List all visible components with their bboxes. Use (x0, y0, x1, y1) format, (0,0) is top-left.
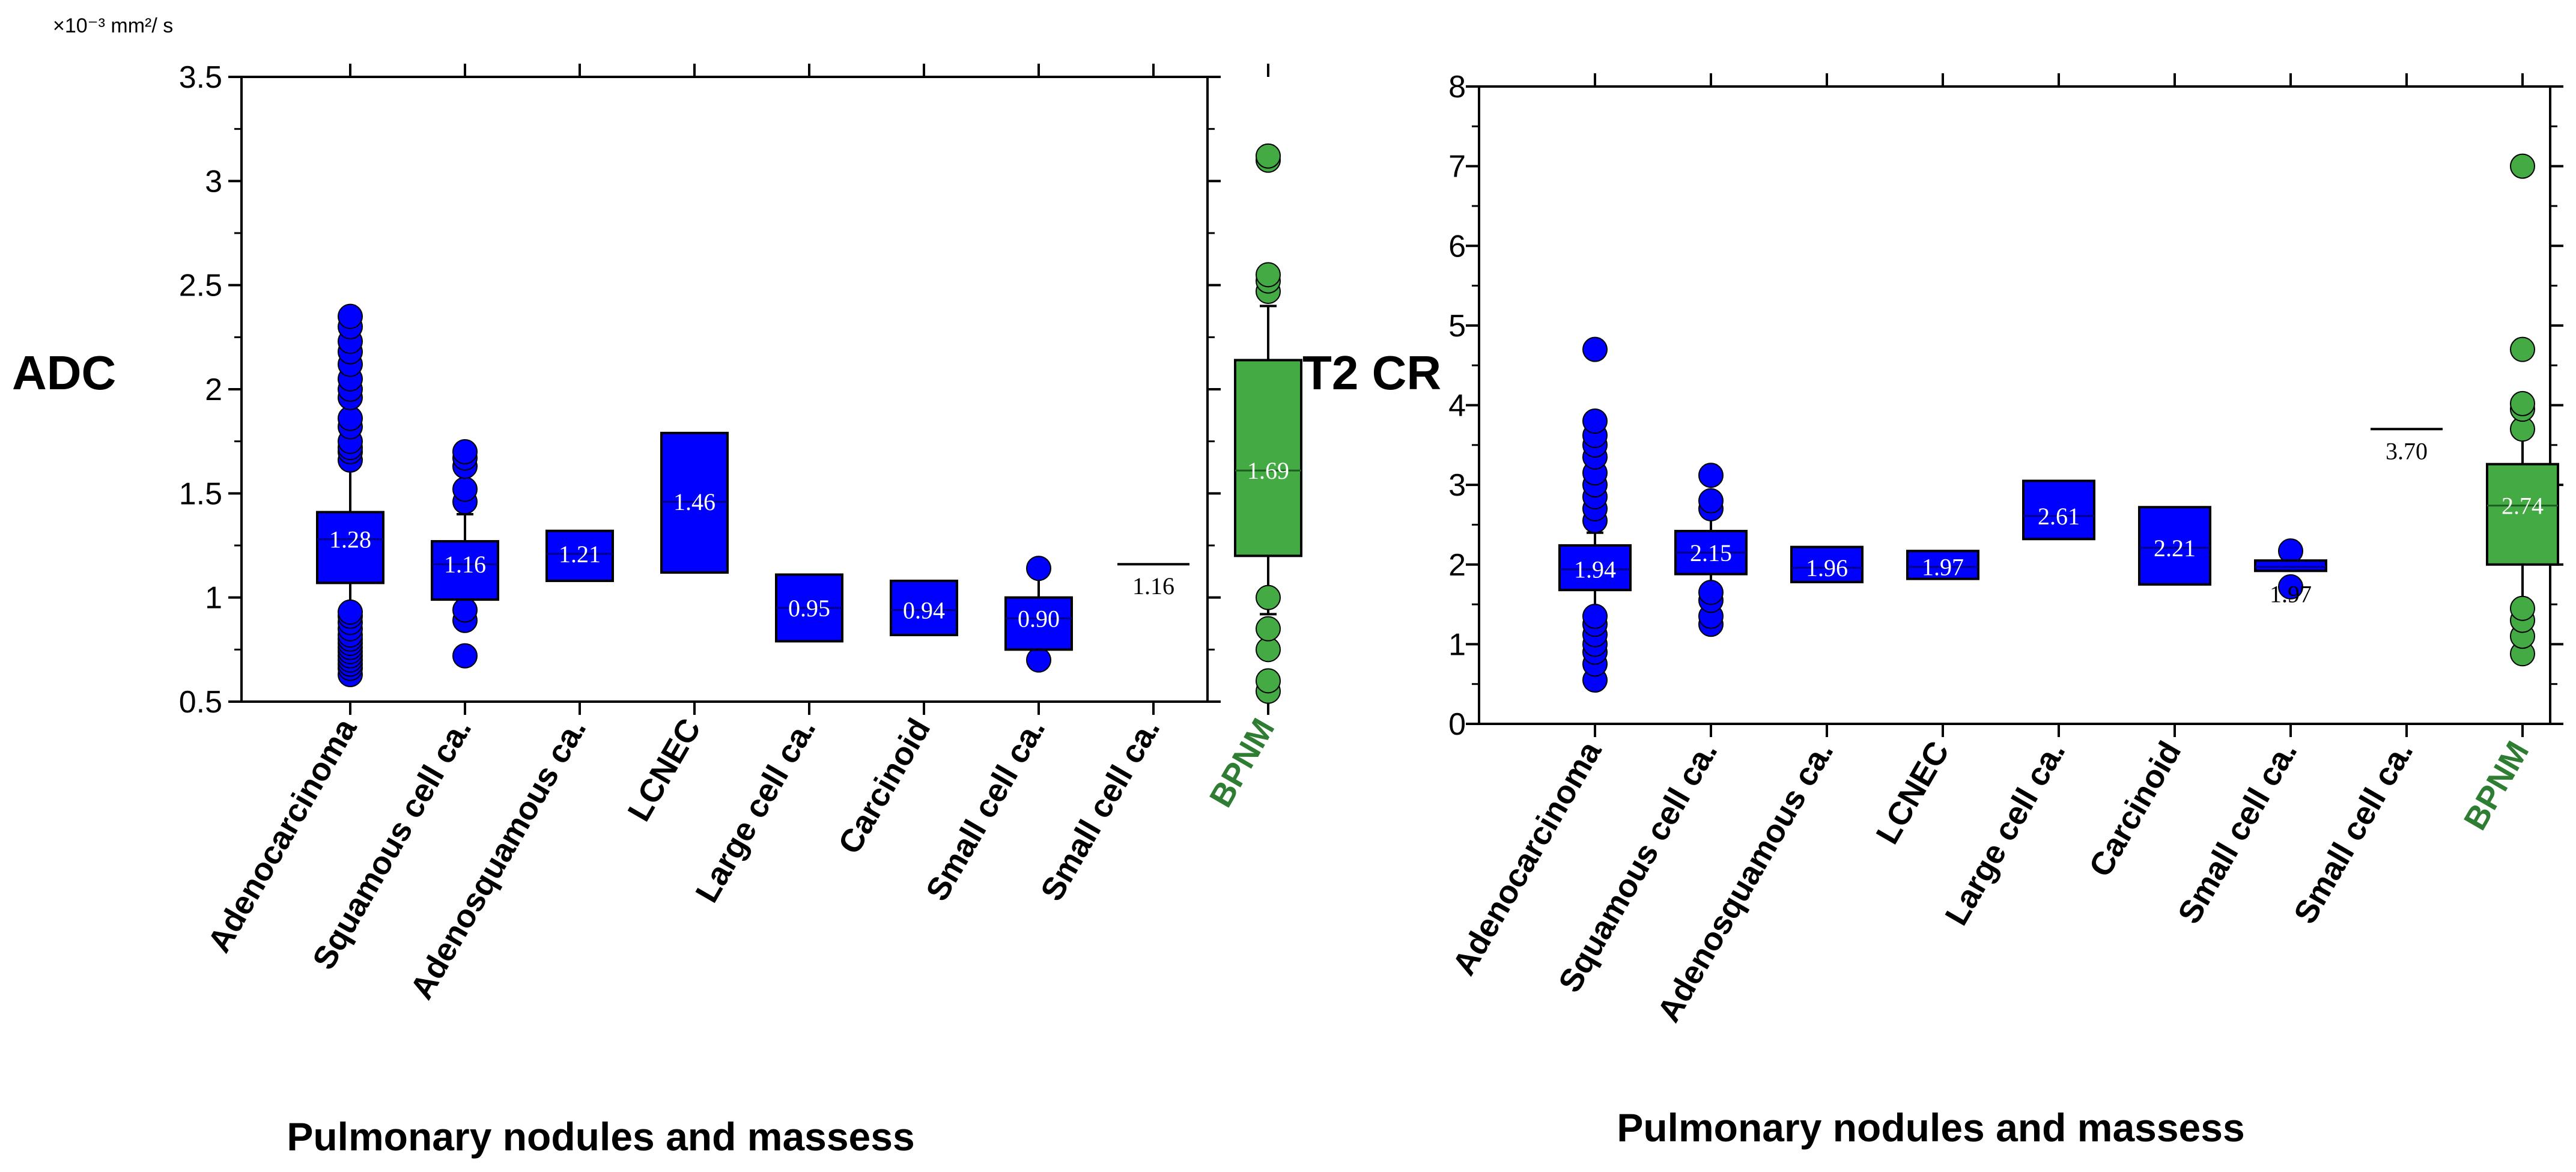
adc-box (1004, 596, 1073, 651)
t2cr-ytick-label: 8 (1448, 70, 1466, 105)
adc-category-label: Small cell ca. (1034, 712, 1167, 907)
adc-outlier-point (338, 303, 363, 329)
t2cr-box (2022, 479, 2095, 541)
t2cr-axis-title: T2 CR (1302, 346, 1441, 399)
t2cr-ytick-label: 5 (1448, 309, 1466, 344)
adc-outlier-point (452, 597, 478, 623)
adc-category-label: Carcinoid (831, 712, 937, 860)
adc-outlier-point (1256, 143, 1281, 169)
t2cr-outlier-point (1582, 603, 1608, 629)
t2cr-x-axis-title: Pulmonary nodules and massess (1617, 1105, 2244, 1150)
t2cr-median-label: 2.74 (2502, 493, 2544, 520)
t2cr-category-label: Small cell ca. (2287, 735, 2420, 930)
t2cr-median-label: 2.21 (2154, 535, 2196, 562)
adc-median-label: 1.69 (1247, 457, 1289, 484)
t2cr-outlier-point (2510, 336, 2535, 362)
t2cr-box (2254, 559, 2327, 572)
t2cr-ytick-label: 7 (1448, 150, 1466, 184)
t2cr-category-label: Carcinoid (2082, 735, 2188, 883)
adc-median-label: 0.94 (903, 597, 945, 624)
t2cr-median-label: 1.97 (1922, 554, 1964, 581)
adc-box (1234, 359, 1302, 557)
t2cr-box (1906, 550, 1979, 580)
adc-median-label: 0.90 (1018, 605, 1060, 632)
adc-median-label: 1.21 (559, 541, 601, 568)
adc-outlier-point (338, 599, 363, 625)
t2cr-median-label: 2.15 (1690, 539, 1732, 566)
t2cr-box (1558, 544, 1632, 592)
adc-category-label: Large cell ca. (688, 712, 822, 908)
adc-ytick-label: 3.5 (179, 60, 222, 95)
adc-category-label: BPNM (1203, 712, 1281, 813)
adc-outlier-point (1256, 616, 1281, 642)
t2cr-outlier-point (2278, 574, 2303, 600)
adc-median-label: 0.95 (788, 595, 830, 622)
adc-x-axis-title: Pulmonary nodules and massess (287, 1114, 914, 1159)
t2cr-median-label: 1.96 (1806, 554, 1848, 581)
adc-category-label: Small cell ca. (919, 712, 1053, 907)
t2cr-plot-frame (1478, 85, 2551, 725)
adc-box (660, 431, 729, 574)
t2cr-ytick-label: 1 (1448, 627, 1466, 662)
t2cr-category-label: Small cell ca. (2171, 735, 2304, 930)
adc-ytick-label: 0.5 (179, 685, 222, 720)
t2cr-ytick-label: 0 (1448, 707, 1466, 742)
t2cr-outlier-point (1698, 580, 1724, 606)
t2cr-outlier-point (1698, 488, 1724, 514)
adc-median-label: 1.28 (329, 526, 371, 553)
adc-box (431, 540, 499, 601)
adc-outlier-point (1026, 556, 1051, 581)
t2cr-outlier-point (1698, 463, 1724, 488)
adc-ytick-label: 2.5 (179, 269, 222, 303)
t2cr-outlier-point (2510, 595, 2535, 621)
t2cr-median-label: 1.97 (2270, 580, 2312, 607)
t2cr-box (2486, 463, 2559, 566)
adc-axis-title: ADC (12, 346, 116, 399)
adc-outlier-point (452, 476, 478, 502)
adc-box (316, 511, 384, 584)
t2cr-outlier-point (2510, 153, 2535, 179)
adc-outlier-point (452, 439, 478, 464)
t2cr-box (1790, 545, 1864, 583)
adc-box (545, 529, 614, 582)
t2cr-outlier-point (1582, 408, 1608, 434)
adc-ytick-label: 1.5 (179, 476, 222, 511)
adc-ytick-label: 1 (205, 581, 222, 616)
t2cr-category-label: LCNEC (1869, 735, 1956, 850)
adc-outlier-point (452, 643, 478, 669)
adc-outlier-point (1256, 668, 1281, 694)
t2cr-ytick-label: 4 (1448, 389, 1466, 424)
t2cr-category-label: Large cell ca. (1938, 735, 2072, 931)
adc-outlier-point (1256, 584, 1281, 610)
adc-median-label: 1.16 (444, 551, 486, 578)
adc-unit-label: ×10⁻³ mm²/ s (53, 14, 173, 37)
t2cr-median-label: 1.94 (1574, 556, 1616, 583)
t2cr-ytick-label: 2 (1448, 548, 1466, 583)
adc-box (890, 579, 958, 637)
t2cr-median-label: 2.61 (2038, 503, 2080, 530)
t2cr-ytick-label: 6 (1448, 229, 1466, 264)
adc-ytick-label: 3 (205, 164, 222, 199)
t2cr-ytick-label: 3 (1448, 468, 1466, 503)
adc-value-label: 1.16 (1132, 572, 1174, 600)
t2cr-outlier-point (1582, 336, 1608, 362)
adc-category-label: LCNEC (621, 712, 708, 827)
t2cr-value-label: 3.70 (2386, 437, 2428, 464)
adc-outlier-point (1026, 647, 1051, 673)
adc-outlier-point (1256, 262, 1281, 288)
t2cr-category-label: BPNM (2457, 735, 2536, 836)
adc-ytick-label: 2 (205, 372, 222, 407)
adc-median-label: 1.46 (673, 488, 715, 515)
t2cr-outlier-point (2510, 390, 2535, 416)
t2cr-box (2138, 506, 2211, 586)
